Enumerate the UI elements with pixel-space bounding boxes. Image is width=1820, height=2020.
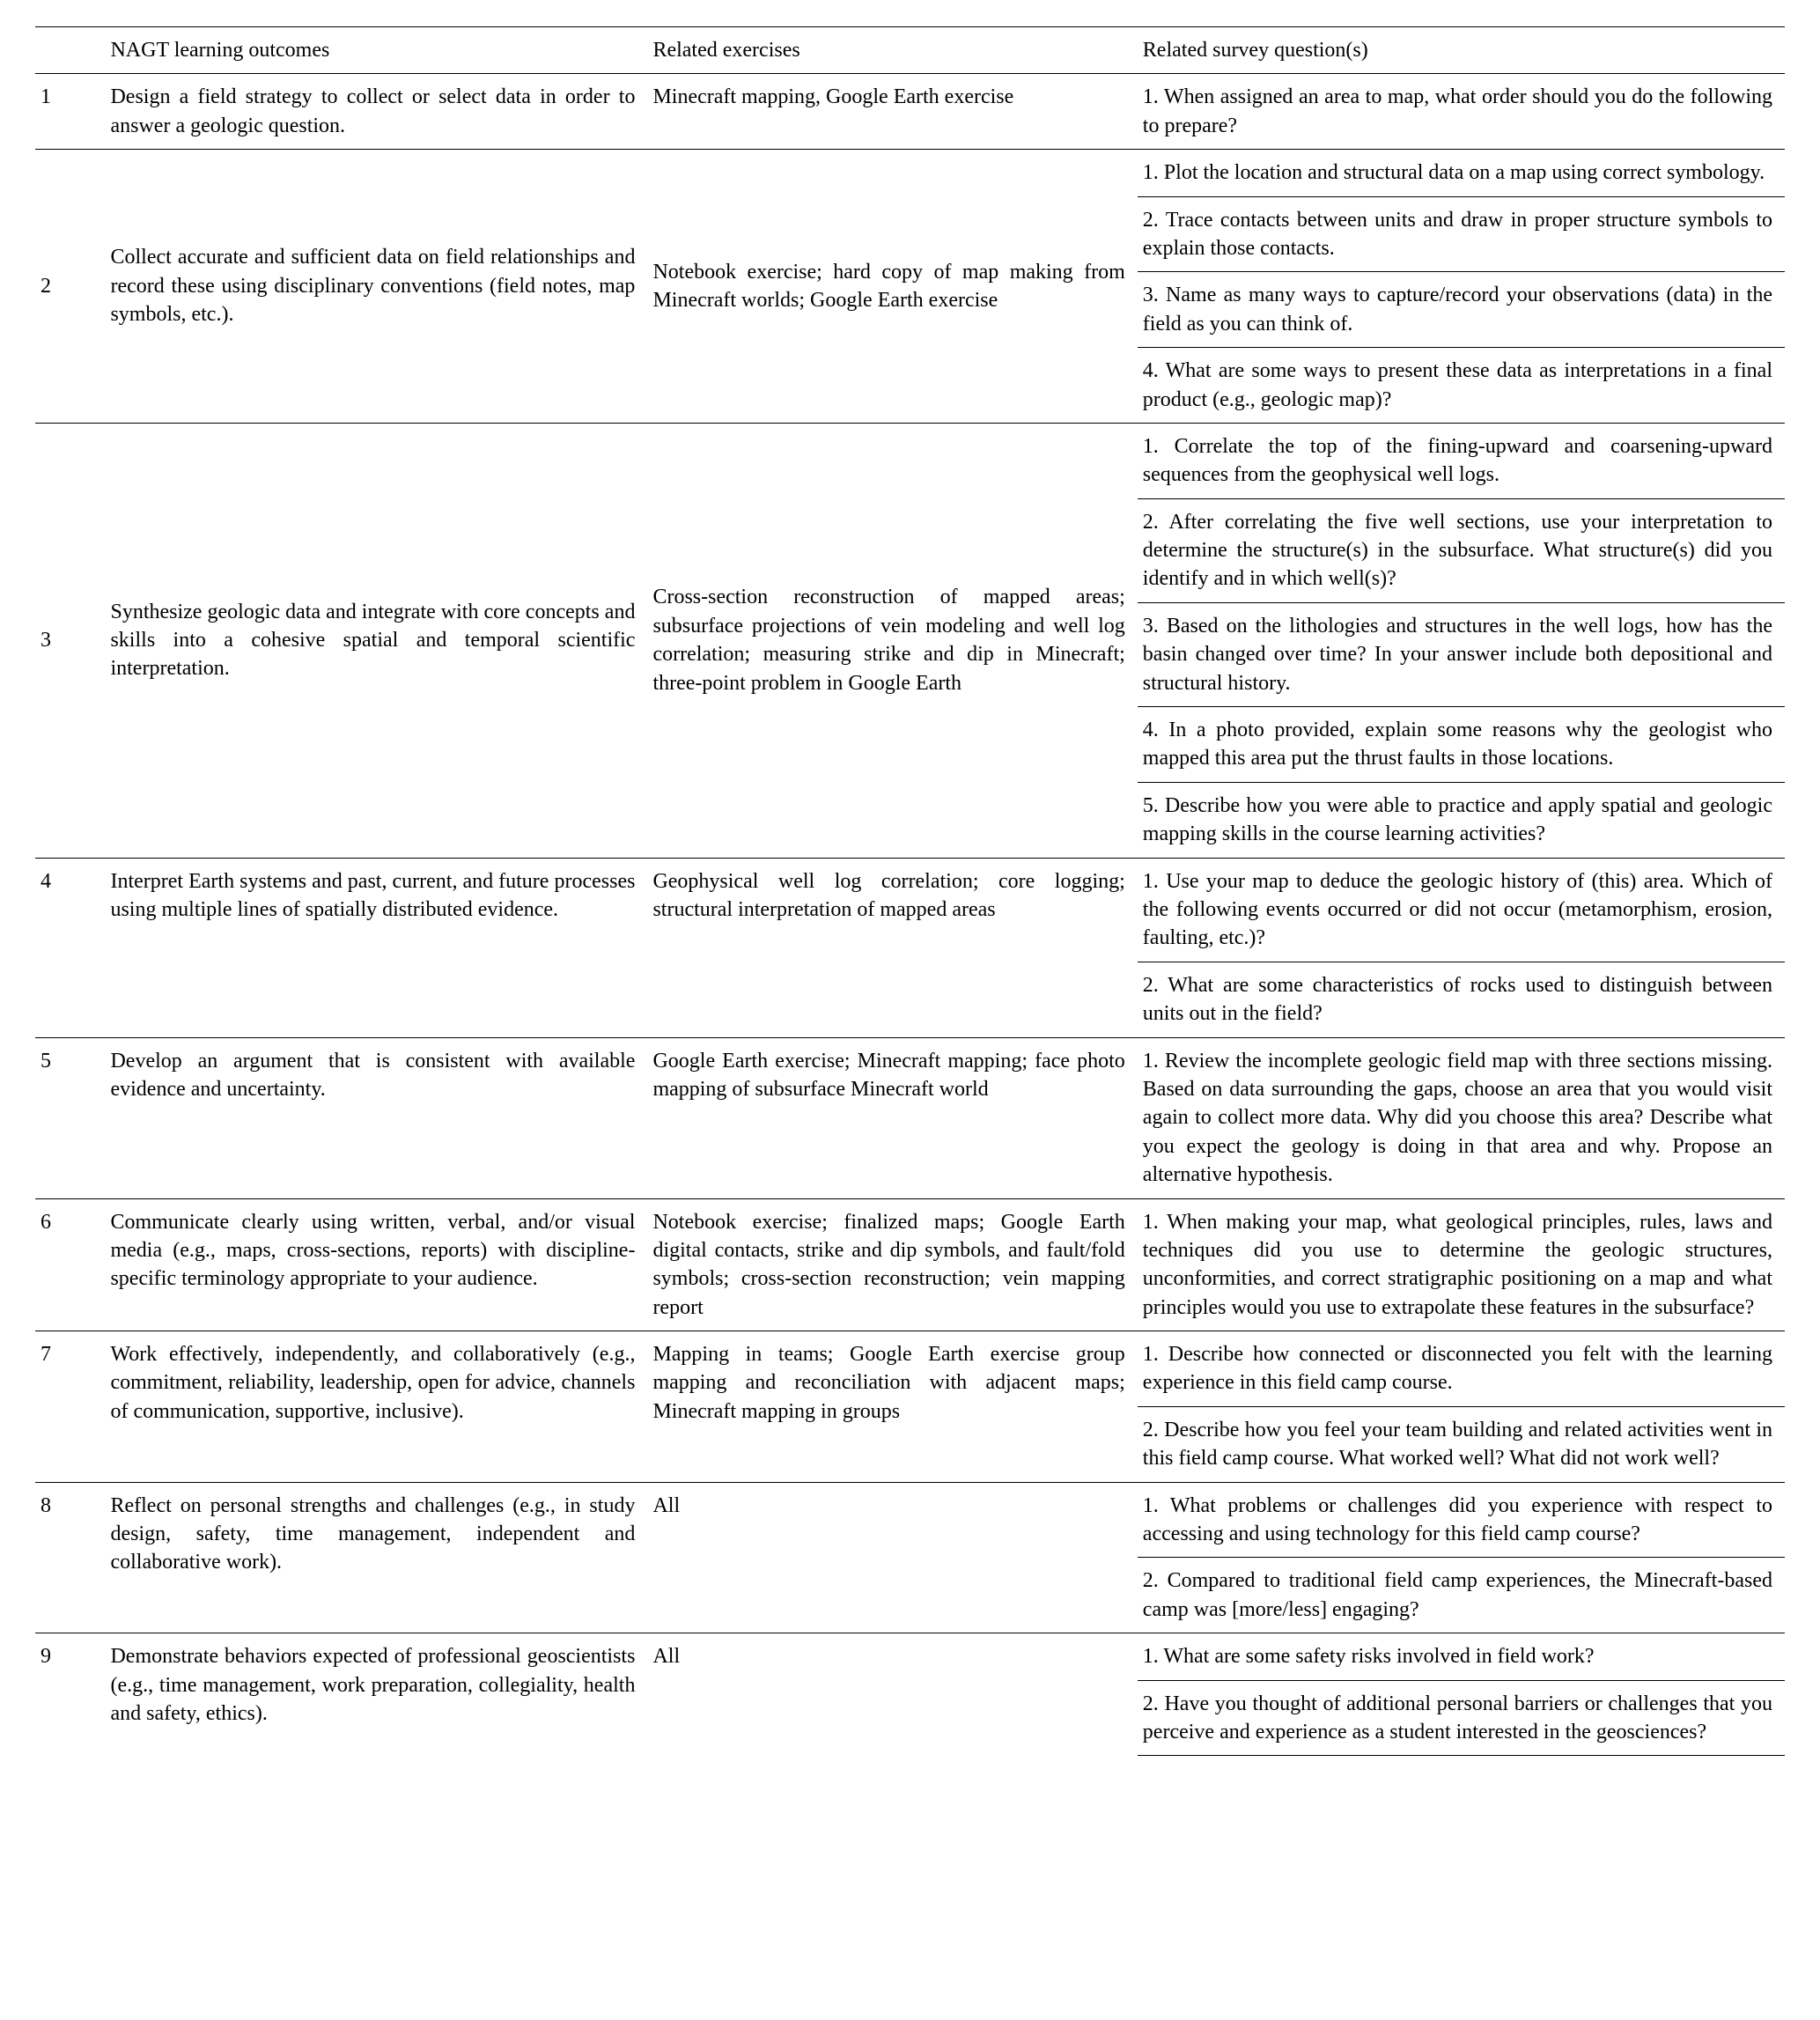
outcome-cell: Synthesize geologic data and integrate w… <box>105 423 647 858</box>
table-row: 2Collect accurate and sufficient data on… <box>35 150 1785 196</box>
survey-cell: 1. What are some safety risks involved i… <box>1138 1633 1785 1680</box>
survey-cell: 1. Use your map to deduce the geologic h… <box>1138 858 1785 962</box>
exercise-cell: All <box>647 1482 1137 1633</box>
exercise-cell: All <box>647 1633 1137 1756</box>
outcome-cell: Develop an argument that is consistent w… <box>105 1037 647 1198</box>
table-row: 4Interpret Earth systems and past, curre… <box>35 858 1785 962</box>
row-number: 3 <box>35 423 105 858</box>
row-number: 4 <box>35 858 105 1037</box>
survey-cell: 1. When assigned an area to map, what or… <box>1138 74 1785 150</box>
col-header-survey: Related survey question(s) <box>1138 27 1785 74</box>
survey-cell: 2. Have you thought of additional person… <box>1138 1680 1785 1756</box>
exercise-cell: Mapping in teams; Google Earth exercise … <box>647 1331 1137 1483</box>
survey-cell: 5. Describe how you were able to practic… <box>1138 782 1785 858</box>
exercise-cell: Google Earth exercise; Minecraft mapping… <box>647 1037 1137 1198</box>
survey-cell: 4. In a photo provided, explain some rea… <box>1138 707 1785 783</box>
survey-cell: 2. After correlating the five well secti… <box>1138 498 1785 602</box>
table-row: 9Demonstrate behaviors expected of profe… <box>35 1633 1785 1680</box>
outcome-cell: Communicate clearly using written, verba… <box>105 1198 647 1331</box>
row-number: 7 <box>35 1331 105 1483</box>
survey-cell: 1. When making your map, what geological… <box>1138 1198 1785 1331</box>
row-number: 9 <box>35 1633 105 1756</box>
survey-cell: 1. Correlate the top of the fining-upwar… <box>1138 423 1785 498</box>
survey-cell: 1. Review the incomplete geologic field … <box>1138 1037 1785 1198</box>
row-number: 5 <box>35 1037 105 1198</box>
outcome-cell: Demonstrate behaviors expected of profes… <box>105 1633 647 1756</box>
survey-cell: 3. Name as many ways to capture/record y… <box>1138 272 1785 348</box>
exercise-cell: Minecraft mapping, Google Earth exercise <box>647 74 1137 150</box>
exercise-cell: Notebook exercise; finalized maps; Googl… <box>647 1198 1137 1331</box>
outcome-cell: Interpret Earth systems and past, curren… <box>105 858 647 1037</box>
exercise-cell: Cross-section reconstruction of mapped a… <box>647 423 1137 858</box>
survey-cell: 3. Based on the lithologies and structur… <box>1138 602 1785 706</box>
survey-cell: 1. Describe how connected or disconnecte… <box>1138 1331 1785 1407</box>
survey-cell: 2. Compared to traditional field camp ex… <box>1138 1558 1785 1633</box>
row-number: 8 <box>35 1482 105 1633</box>
col-header-outcomes: NAGT learning outcomes <box>105 27 647 74</box>
survey-cell: 4. What are some ways to present these d… <box>1138 348 1785 424</box>
table-row: 1Design a field strategy to collect or s… <box>35 74 1785 150</box>
row-number: 1 <box>35 74 105 150</box>
outcome-cell: Work effectively, independently, and col… <box>105 1331 647 1483</box>
survey-cell: 1. Plot the location and structural data… <box>1138 150 1785 196</box>
learning-outcomes-table: NAGT learning outcomes Related exercises… <box>35 26 1785 1756</box>
table-header-row: NAGT learning outcomes Related exercises… <box>35 27 1785 74</box>
survey-cell: 2. Trace contacts between units and draw… <box>1138 196 1785 272</box>
survey-cell: 1. What problems or challenges did you e… <box>1138 1482 1785 1558</box>
row-number: 6 <box>35 1198 105 1331</box>
outcome-cell: Design a field strategy to collect or se… <box>105 74 647 150</box>
table-row: 5Develop an argument that is consistent … <box>35 1037 1785 1198</box>
outcome-cell: Collect accurate and sufficient data on … <box>105 150 647 424</box>
table-row: 8Reflect on personal strengths and chall… <box>35 1482 1785 1558</box>
row-number: 2 <box>35 150 105 424</box>
col-header-num <box>35 27 105 74</box>
col-header-exercises: Related exercises <box>647 27 1137 74</box>
table-row: 7Work effectively, independently, and co… <box>35 1331 1785 1407</box>
exercise-cell: Geophysical well log correlation; core l… <box>647 858 1137 1037</box>
survey-cell: 2. Describe how you feel your team build… <box>1138 1406 1785 1482</box>
exercise-cell: Notebook exercise; hard copy of map maki… <box>647 150 1137 424</box>
survey-cell: 2. What are some characteristics of rock… <box>1138 962 1785 1037</box>
outcome-cell: Reflect on personal strengths and challe… <box>105 1482 647 1633</box>
table-row: 3Synthesize geologic data and integrate … <box>35 423 1785 498</box>
table-row: 6Communicate clearly using written, verb… <box>35 1198 1785 1331</box>
